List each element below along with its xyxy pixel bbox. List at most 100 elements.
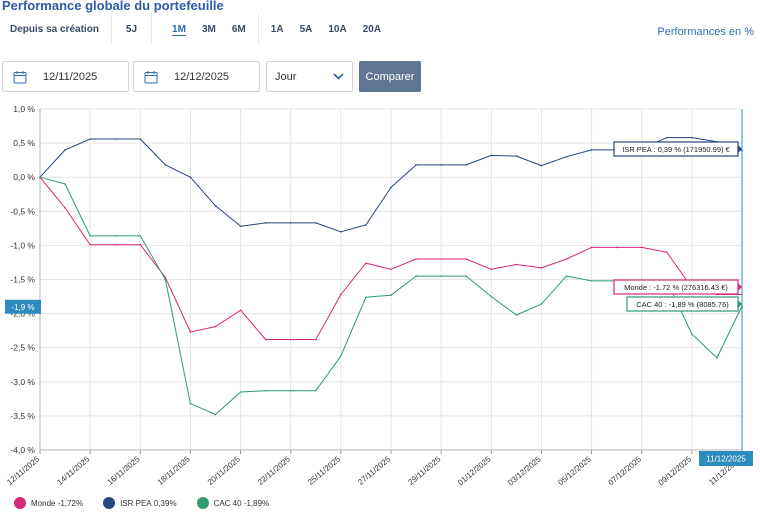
data-point-isr [565, 155, 568, 158]
data-point-isr [239, 225, 242, 228]
chevron-down-icon [333, 73, 344, 80]
tooltip-pointer-isr [738, 145, 742, 153]
legend-label-isr-pea: ISR PEA [120, 498, 152, 508]
data-point-isr [590, 149, 593, 151]
crosshair-value-box [5, 299, 41, 314]
legend-item-isr-pea[interactable]: ISR PEA 0,39% [103, 497, 177, 509]
period-1m[interactable]: 1M [172, 23, 186, 35]
data-point-isr [365, 224, 367, 226]
crosshair-date-label: 11/12/2025 [706, 455, 746, 464]
data-point-monde [415, 258, 417, 260]
performance-unit-link[interactable]: Performances en % [657, 26, 754, 38]
data-point-isr [189, 176, 192, 178]
data-point-monde [264, 338, 267, 341]
data-point-cac [440, 275, 442, 277]
period-selector: Depuis sa création 5J 1M 3M 6M 1A 5A 10A… [0, 14, 389, 44]
crosshair-value-label: -1,9 % [11, 303, 34, 312]
y-tick-label: -3,0 % [10, 377, 35, 387]
data-point-monde [515, 263, 518, 266]
data-point-cac [89, 235, 91, 237]
data-point-cac [39, 176, 41, 178]
data-point-cac [465, 275, 468, 277]
data-point-isr [390, 186, 392, 189]
data-point-monde [615, 246, 618, 249]
data-point-cac [515, 314, 518, 316]
x-tick-label: 20/11/2025 [206, 454, 242, 487]
data-point-monde [365, 262, 367, 264]
compare-button[interactable]: Comparer [359, 61, 421, 92]
legend-item-cac-40[interactable]: CAC 40 -1,89% [196, 497, 269, 509]
y-tick-label: 0,5 % [13, 138, 35, 148]
data-point-monde [189, 331, 192, 333]
period-10a[interactable]: 10A [328, 23, 347, 35]
x-tick-label: 25/11/2025 [306, 454, 342, 487]
data-point-isr [340, 230, 342, 233]
data-point-isr [114, 138, 117, 140]
legend-dot-isr-pea [103, 497, 116, 509]
data-point-isr [89, 138, 91, 140]
data-point-monde [114, 243, 117, 246]
period-separator [257, 14, 259, 44]
data-point-cac [716, 357, 718, 359]
start-date-field[interactable]: 12/11/2025 [2, 61, 129, 92]
data-point-cac [365, 296, 367, 299]
data-point-monde [440, 258, 442, 260]
x-tick-label: 14/11/2025 [55, 454, 91, 487]
data-point-cac [64, 183, 66, 185]
tooltip-pointer-monde [738, 283, 742, 291]
x-tick-label: 27/11/2025 [356, 454, 392, 487]
data-point-monde [590, 246, 593, 249]
period-separator [110, 14, 112, 44]
data-point-cac [314, 389, 317, 392]
data-point-cac [289, 389, 292, 392]
x-tick-label: 12/11/2025 [5, 454, 41, 487]
data-point-monde [314, 338, 317, 341]
legend-label-cac-40: CAC 40 [213, 498, 242, 508]
tooltip-text-cac: CAC 40 : -1,89 % (8085.76) [636, 300, 729, 309]
calendar-icon [13, 70, 27, 83]
x-tick-label: 03/12/2025 [506, 454, 543, 487]
period-1a[interactable]: 1A [270, 23, 284, 35]
y-tick-label: -1,0 % [10, 240, 35, 250]
data-point-isr [289, 222, 292, 224]
data-point-cac [189, 402, 192, 405]
period-20a[interactable]: 20A [362, 23, 382, 35]
y-tick-label: 1,0 % [13, 104, 35, 114]
calendar-icon [144, 70, 158, 83]
x-tick-label: 09/12/2025 [657, 454, 694, 487]
data-point-isr [264, 222, 267, 224]
period-since-creation[interactable]: Depuis sa création [10, 23, 99, 35]
y-tick-label: 0,0 % [13, 172, 35, 182]
y-tick-label: -1,5 % [10, 275, 35, 285]
legend-dot-cac-40 [196, 497, 209, 509]
data-point-cac [415, 275, 417, 277]
crosshair-date-box [699, 451, 753, 466]
data-point-cac [340, 355, 342, 357]
data-point-monde [540, 267, 543, 269]
start-date-value: 12/11/2025 [43, 70, 98, 83]
end-date-field[interactable]: 12/12/2025 [133, 61, 260, 92]
x-tick-label: 07/12/2025 [607, 454, 644, 487]
period-6m[interactable]: 6M [231, 23, 246, 35]
legend-label-monde: Monde [31, 498, 56, 508]
data-point-isr [691, 136, 693, 139]
x-tick-label: 01/12/2025 [456, 454, 493, 487]
x-tick-label: 29/11/2025 [406, 454, 442, 487]
granularity-select[interactable]: Jour [266, 61, 353, 92]
data-point-monde [665, 251, 668, 254]
data-point-isr [540, 164, 543, 167]
data-point-monde [340, 293, 342, 296]
period-5a[interactable]: 5A [299, 23, 313, 35]
period-3m[interactable]: 3M [201, 23, 216, 35]
performance-chart: 1,0 %0,5 %0,0 %-0,5 %-1,0 %-1,5 %-2,0 %-… [5, 104, 753, 487]
legend-item-monde[interactable]: Monde -1,72% [14, 497, 83, 509]
x-tick-label: 16/11/2025 [106, 454, 142, 487]
data-point-monde [465, 258, 468, 260]
chart-legend: Monde -1,72% ISR PEA 0,39% CAC 40 -1,89% [14, 497, 289, 509]
period-5j[interactable]: 5J [125, 23, 138, 35]
data-point-monde [289, 338, 292, 341]
tooltip-pointer-cac [738, 300, 742, 308]
data-point-monde [89, 243, 91, 246]
legend-value-isr-pea: 0,39% [153, 498, 177, 508]
data-point-monde [139, 243, 142, 246]
